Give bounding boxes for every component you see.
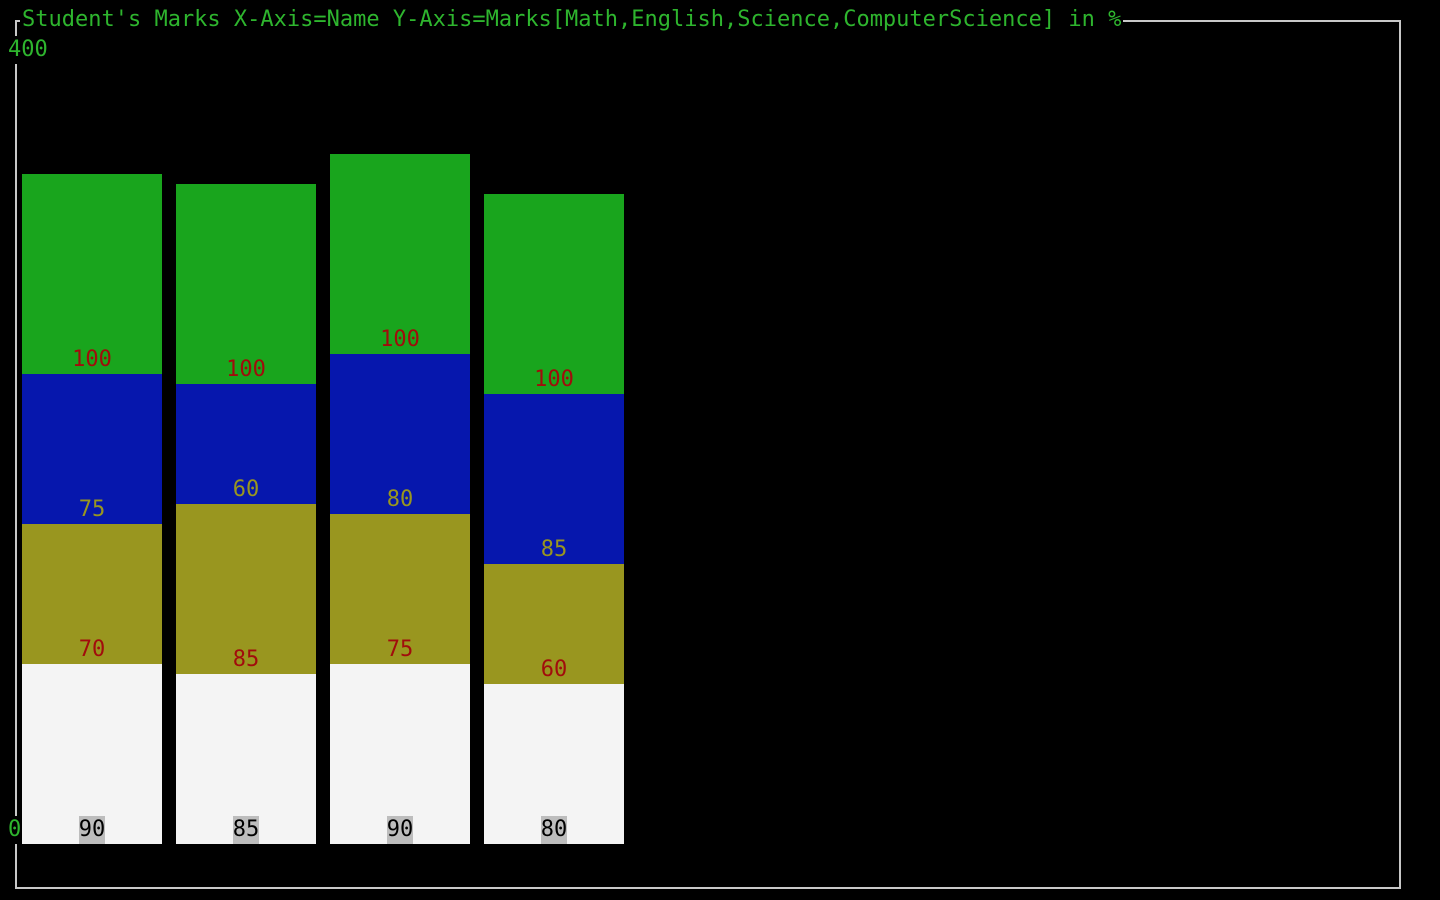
- bar-value-label: 60: [232, 477, 260, 502]
- bar-segment: [330, 154, 470, 354]
- y-axis-max-label: 400: [8, 36, 48, 64]
- bar-segment: [176, 184, 316, 384]
- bar-value-label: 80: [386, 487, 414, 512]
- bar-value-label: 60: [540, 657, 568, 682]
- bar-value-label: 80: [540, 816, 568, 844]
- bar-segment: [484, 194, 624, 394]
- bar-segment: [22, 174, 162, 374]
- bar-segment: [330, 664, 470, 844]
- bar-segment: [330, 354, 470, 514]
- y-axis-min-label: 0: [8, 816, 22, 844]
- bar-value-label: 100: [380, 327, 420, 352]
- bar-segment: [176, 674, 316, 844]
- bar-value-label: 85: [232, 816, 260, 844]
- bar-value-label: 70: [78, 637, 106, 662]
- bar-value-label: 100: [226, 357, 266, 382]
- bar-value-label: 85: [232, 647, 260, 672]
- bar-segment: [22, 524, 162, 664]
- bar-segment: [176, 384, 316, 504]
- chart-title: Student's Marks X-Axis=Name Y-Axis=Marks…: [20, 6, 1124, 34]
- bar-value-label: 75: [386, 637, 414, 662]
- bar-value-label: 90: [386, 816, 414, 844]
- bar-segment: [22, 374, 162, 524]
- bar-value-label: 90: [78, 816, 106, 844]
- bar-value-label: 85: [540, 537, 568, 562]
- bar-segment: [330, 514, 470, 664]
- bar-value-label: 100: [534, 367, 574, 392]
- bar-segment: [176, 504, 316, 674]
- bar-segment: [484, 564, 624, 684]
- bar-segment: [484, 394, 624, 564]
- bar-segment: [22, 664, 162, 844]
- bar-value-label: 75: [78, 497, 106, 522]
- bar-value-label: 100: [72, 347, 112, 372]
